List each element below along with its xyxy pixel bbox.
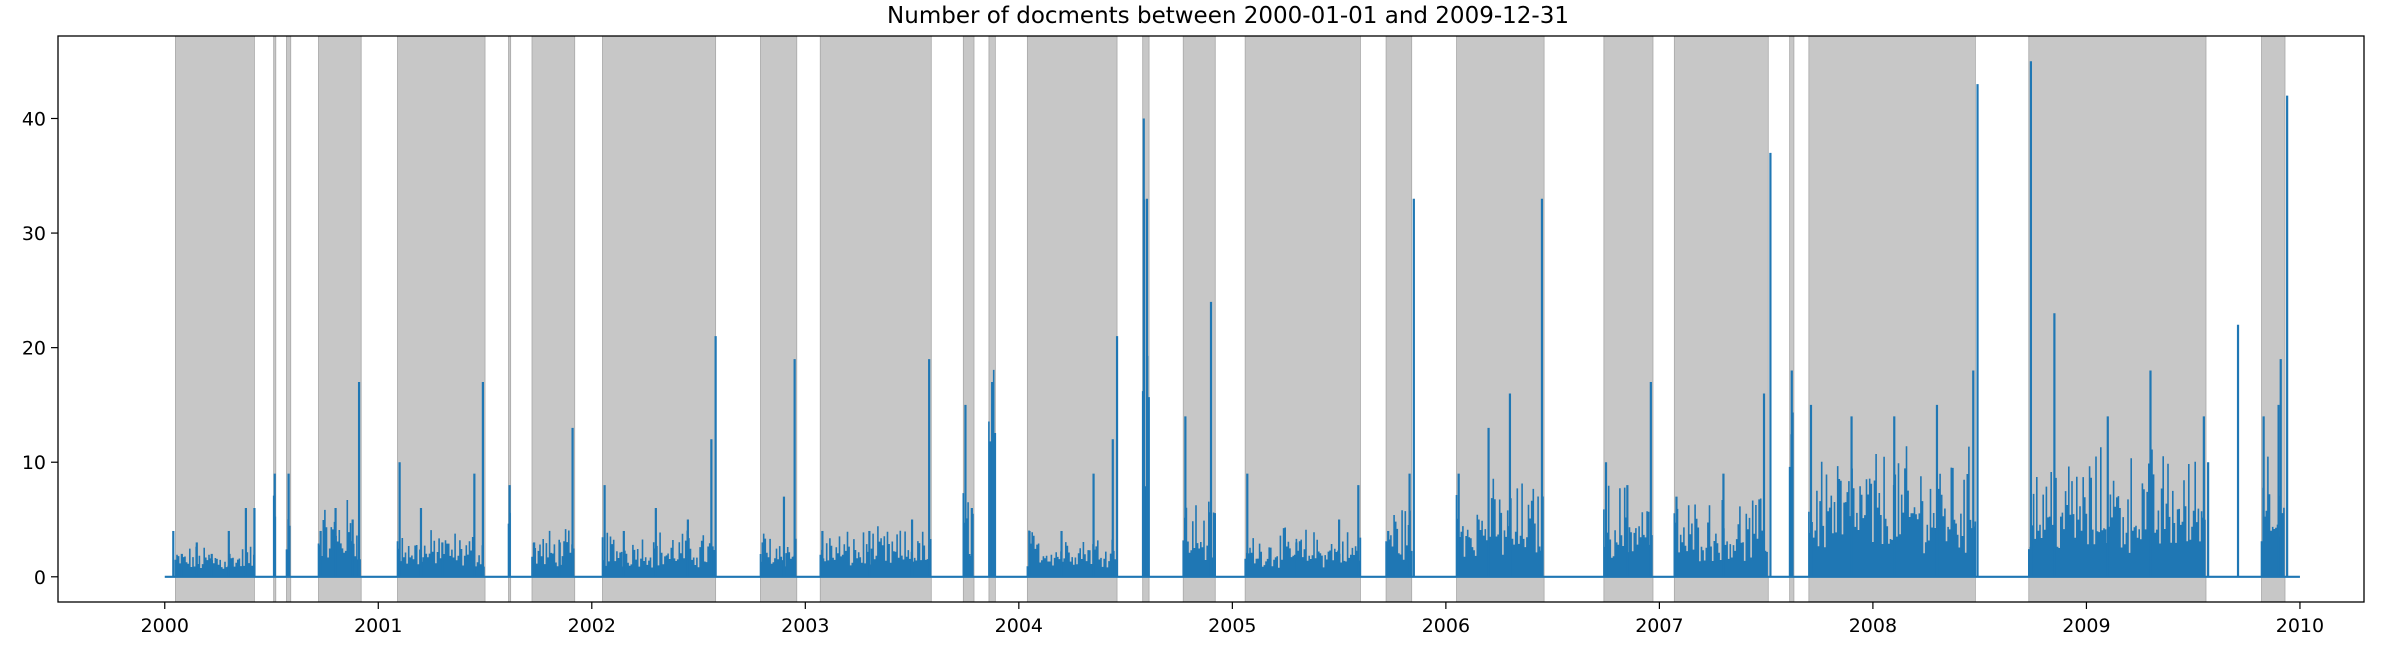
shaded-periods bbox=[175, 35, 2286, 603]
x-tick-label-2007: 2007 bbox=[1635, 615, 1683, 637]
x-tick-label-2008: 2008 bbox=[1849, 615, 1897, 637]
series-activity-19 bbox=[1673, 498, 1768, 577]
x-tick-label-2005: 2005 bbox=[1208, 615, 1256, 637]
shaded-period-6 bbox=[531, 35, 576, 603]
y-tick-label-30: 30 bbox=[22, 223, 46, 245]
x-tick-label-2000: 2000 bbox=[141, 615, 189, 637]
shaded-period-21 bbox=[1808, 35, 1976, 603]
x-axis: 2000 2001 2002 2003 2004 2005 2006 2007 2008 2009… bbox=[141, 602, 2324, 637]
y-tick-label-40: 40 bbox=[22, 108, 46, 130]
series-activity-18 bbox=[1603, 485, 1653, 577]
shaded-period-16 bbox=[1385, 35, 1413, 603]
series-activity-12 bbox=[1026, 530, 1118, 577]
shaded-period-8 bbox=[760, 35, 798, 603]
shaded-period-12 bbox=[1026, 35, 1118, 603]
shaded-period-15 bbox=[1244, 35, 1361, 603]
series-activity-21 bbox=[1808, 446, 1977, 577]
series-lines bbox=[164, 61, 2300, 578]
shaded-period-3 bbox=[318, 35, 362, 603]
series-activity-7 bbox=[601, 530, 716, 577]
y-tick-label-20: 20 bbox=[22, 338, 46, 360]
x-tick-label-2001: 2001 bbox=[354, 615, 402, 637]
x-tick-label-2002: 2002 bbox=[568, 615, 616, 637]
shaded-period-4 bbox=[397, 35, 486, 603]
x-tick-label-2010: 2010 bbox=[2276, 615, 2324, 637]
x-tick-label-2004: 2004 bbox=[995, 615, 1043, 637]
shaded-period-7 bbox=[602, 35, 717, 603]
y-tick-label-0: 0 bbox=[34, 567, 46, 589]
series-activity-17 bbox=[1455, 478, 1544, 577]
shaded-period-9 bbox=[819, 35, 932, 603]
x-tick-label-2003: 2003 bbox=[781, 615, 829, 637]
x-tick-label-2009: 2009 bbox=[2062, 615, 2110, 637]
x-tick-label-2006: 2006 bbox=[1422, 615, 1470, 637]
y-tick-label-10: 10 bbox=[22, 452, 46, 474]
y-axis: 0 10 20 30 40 bbox=[22, 108, 58, 589]
chart-title: Number of docments between 2000-01-01 an… bbox=[887, 3, 1569, 29]
plot-area-frame bbox=[57, 35, 2365, 603]
shaded-period-0 bbox=[175, 35, 255, 603]
